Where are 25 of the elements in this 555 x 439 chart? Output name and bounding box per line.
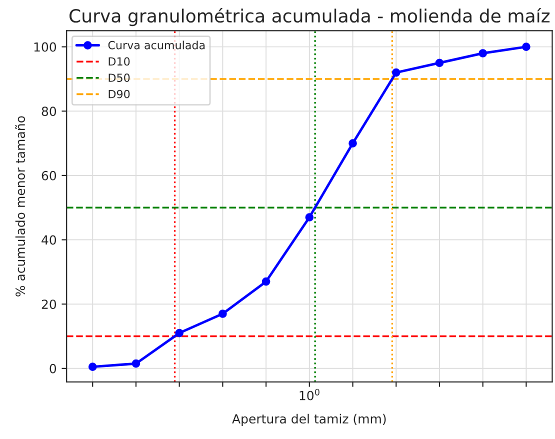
y-tick-label: 40 [42,235,56,245]
legend-label: D10 [108,57,130,66]
legend-label: Curva acumulada [108,40,205,50]
point [348,139,357,148]
legend-label: D50 [108,74,130,82]
x-axis-title: Apertura del tamiz (mm) [232,414,386,426]
y-tick-label: 60 [42,170,56,180]
point [478,49,488,58]
y-tick-label: 20 [42,300,56,310]
point [305,213,314,222]
y-axis-title: % acumulado menor tamaño [15,116,26,296]
text: 10$^{0}$ [300,388,320,400]
point [132,359,140,368]
y-tick-label: 0 [50,364,56,374]
legend-label: D90 [108,90,130,98]
y-tick-label: 100 [34,42,56,52]
point [88,362,97,371]
point [522,42,530,51]
chart-title: Curva granulométrica acumulada - molienda de maíz [70,8,550,26]
point [175,328,184,338]
point [218,310,227,318]
point [435,58,444,68]
point [392,68,400,77]
y-tick-label: 80 [42,106,56,116]
point [262,277,270,286]
